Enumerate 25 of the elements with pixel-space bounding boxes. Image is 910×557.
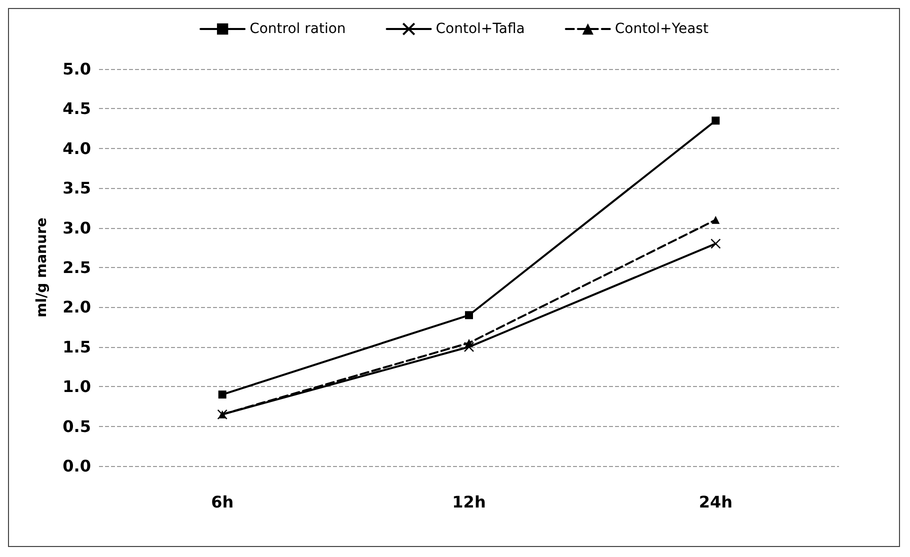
legend-label: Control ration	[250, 21, 346, 37]
y-tick-label: 2.5	[62, 258, 91, 277]
point	[712, 116, 720, 125]
x-tick-label: 6h	[211, 492, 234, 512]
y-tick-label: 0.0	[62, 456, 91, 476]
y-tick-label: 5.0	[62, 60, 91, 78]
y-axis-title: ml/g manure	[34, 218, 50, 318]
point	[218, 390, 226, 399]
y-tick-label: 2.0	[62, 298, 91, 317]
point	[465, 311, 473, 320]
y-tick-label: 3.5	[62, 178, 91, 198]
y-tick-label: 4.0	[62, 138, 91, 158]
y-tick-label: 4.5	[62, 99, 91, 118]
legend-label: Contol+Tafla	[436, 21, 525, 37]
y-tick-label: 0.5	[62, 416, 91, 436]
legend-label: Contol+Yeast	[614, 21, 709, 37]
y-tick-label: 1.5	[62, 337, 91, 356]
x-tick-label: 24h	[698, 492, 732, 512]
point	[712, 216, 720, 224]
point	[710, 238, 721, 249]
point	[464, 342, 474, 352]
point	[465, 338, 473, 347]
y-tick-label: 3.0	[62, 218, 91, 238]
x-tick-label: 12h	[452, 492, 486, 512]
y-tick-label: 1.0	[62, 377, 91, 396]
